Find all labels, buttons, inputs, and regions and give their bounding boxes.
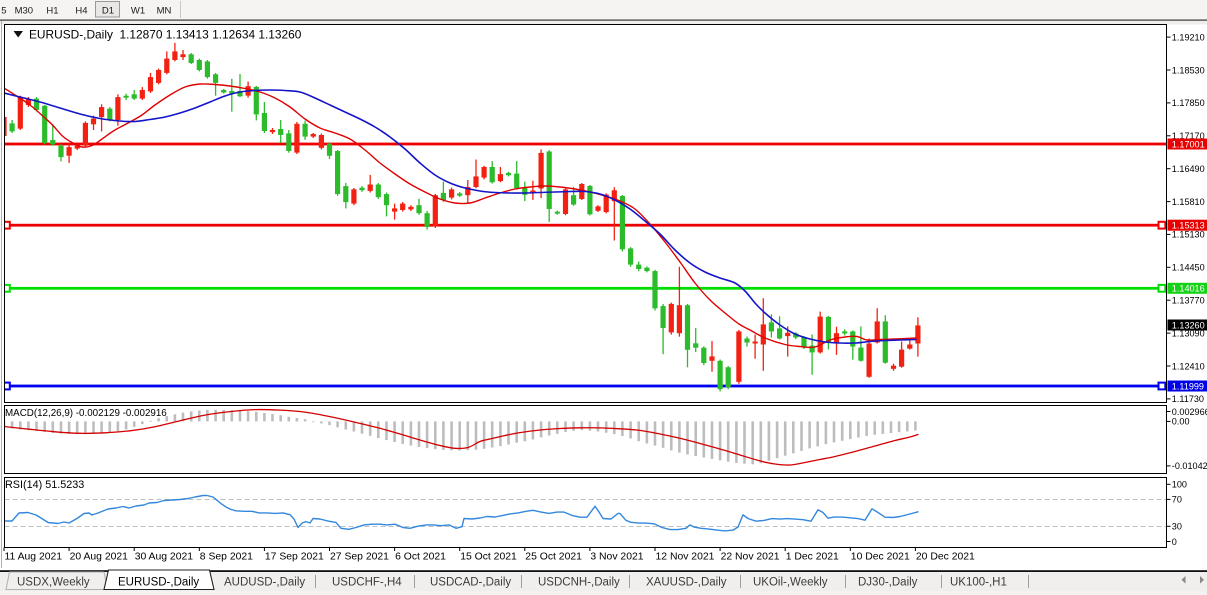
svg-text:USDCNH-,Daily: USDCNH-,Daily xyxy=(538,577,620,589)
svg-text:1.14016: 1.14016 xyxy=(1172,284,1205,294)
svg-text:1.14450: 1.14450 xyxy=(1172,263,1205,273)
svg-text:15 Oct 2021: 15 Oct 2021 xyxy=(460,552,517,563)
svg-text:W1: W1 xyxy=(131,6,145,17)
svg-text:1.17850: 1.17850 xyxy=(1172,98,1205,108)
svg-text:0.00: 0.00 xyxy=(1172,417,1190,427)
svg-text:USDX,Weekly: USDX,Weekly xyxy=(17,577,90,589)
svg-text:1.15130: 1.15130 xyxy=(1172,230,1205,240)
svg-text:1.12410: 1.12410 xyxy=(1172,361,1205,371)
svg-text:UKOil-,Weekly: UKOil-,Weekly xyxy=(753,577,828,589)
svg-text:0.002966: 0.002966 xyxy=(1172,407,1207,417)
svg-text:EURUSD-,Daily 1.12870 1.13413: EURUSD-,Daily 1.12870 1.13413 1.12634 1.… xyxy=(29,28,302,42)
svg-text:M30: M30 xyxy=(15,6,33,17)
svg-text:1.13770: 1.13770 xyxy=(1172,296,1205,306)
svg-text:70: 70 xyxy=(1172,495,1182,505)
svg-text:XAUUSD-,Daily: XAUUSD-,Daily xyxy=(646,577,727,589)
svg-text:11 Aug 2021: 11 Aug 2021 xyxy=(5,552,63,563)
svg-text:1.11730: 1.11730 xyxy=(1172,394,1204,404)
svg-text:3 Nov 2021: 3 Nov 2021 xyxy=(590,552,643,563)
svg-text:MACD(12,26,9) -0.002129 -0.002: MACD(12,26,9) -0.002129 -0.002916 xyxy=(5,408,167,419)
svg-text:1.18530: 1.18530 xyxy=(1172,65,1205,75)
svg-text:20 Dec 2021: 20 Dec 2021 xyxy=(916,552,975,563)
svg-text:USDCHF-,H4: USDCHF-,H4 xyxy=(332,577,402,589)
svg-text:6 Oct 2021: 6 Oct 2021 xyxy=(395,552,446,563)
svg-text:25 Oct 2021: 25 Oct 2021 xyxy=(525,552,582,563)
svg-text:5: 5 xyxy=(1,6,6,17)
svg-text:17 Sep 2021: 17 Sep 2021 xyxy=(265,552,324,563)
svg-text:RSI(14) 51.5233: RSI(14) 51.5233 xyxy=(5,479,84,491)
svg-text:D1: D1 xyxy=(102,6,114,17)
svg-text:1.13090: 1.13090 xyxy=(1172,328,1205,338)
svg-text:H4: H4 xyxy=(75,6,87,17)
svg-text:1.17001: 1.17001 xyxy=(1172,139,1205,149)
svg-text:8 Sep 2021: 8 Sep 2021 xyxy=(200,552,253,563)
svg-text:1.16490: 1.16490 xyxy=(1172,164,1205,174)
svg-text:20 Aug 2021: 20 Aug 2021 xyxy=(70,552,129,563)
svg-text:0: 0 xyxy=(1172,537,1177,547)
svg-text:22 Nov 2021: 22 Nov 2021 xyxy=(721,552,780,563)
svg-text:USDCAD-,Daily: USDCAD-,Daily xyxy=(430,577,511,589)
svg-text:30 Aug 2021: 30 Aug 2021 xyxy=(135,552,194,563)
svg-text:10 Dec 2021: 10 Dec 2021 xyxy=(851,552,910,563)
svg-text:1.17170: 1.17170 xyxy=(1172,131,1205,141)
svg-text:1.15313: 1.15313 xyxy=(1172,221,1205,231)
svg-text:MN: MN xyxy=(157,6,172,17)
svg-text:1.15810: 1.15810 xyxy=(1172,197,1205,207)
svg-text:1.13260: 1.13260 xyxy=(1172,320,1205,330)
svg-text:DJ30-,Daily: DJ30-,Daily xyxy=(858,577,918,589)
svg-text:-0.01042: -0.01042 xyxy=(1172,461,1207,471)
svg-text:27 Sep 2021: 27 Sep 2021 xyxy=(330,552,389,563)
svg-text:UK100-,H1: UK100-,H1 xyxy=(950,577,1007,589)
svg-text:100: 100 xyxy=(1172,480,1187,490)
svg-text:EURUSD-,Daily: EURUSD-,Daily xyxy=(118,577,199,589)
svg-text:30: 30 xyxy=(1172,522,1182,532)
svg-text:H1: H1 xyxy=(46,6,58,17)
svg-text:12 Nov 2021: 12 Nov 2021 xyxy=(656,552,715,563)
svg-text:1.19210: 1.19210 xyxy=(1172,32,1205,42)
svg-text:1.11999: 1.11999 xyxy=(1172,381,1204,391)
svg-text:1 Dec 2021: 1 Dec 2021 xyxy=(786,552,839,563)
svg-text:AUDUSD-,Daily: AUDUSD-,Daily xyxy=(224,577,305,589)
